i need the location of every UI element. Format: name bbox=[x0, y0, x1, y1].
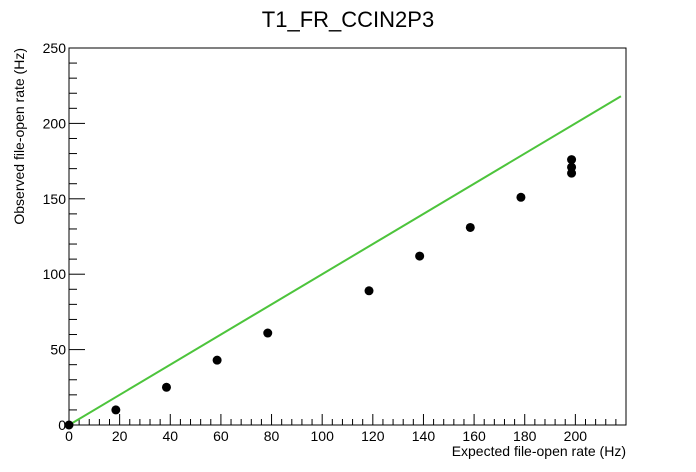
x-tick-label: 40 bbox=[162, 428, 178, 444]
data-point bbox=[415, 251, 425, 261]
data-point bbox=[212, 355, 222, 365]
data-point bbox=[64, 420, 74, 430]
x-tick-label: 100 bbox=[311, 428, 335, 444]
y-tick-label: 0 bbox=[58, 417, 66, 433]
y-tick-label: 200 bbox=[43, 115, 67, 131]
data-point bbox=[111, 405, 121, 415]
y-tick-label: 250 bbox=[43, 40, 67, 56]
y-tick-label: 150 bbox=[43, 191, 67, 207]
data-point bbox=[161, 382, 171, 392]
data-point bbox=[567, 162, 577, 172]
x-tick-label: 160 bbox=[462, 428, 486, 444]
data-point bbox=[263, 328, 273, 338]
series-layer bbox=[64, 95, 622, 430]
data-point bbox=[364, 286, 374, 296]
plot-frame bbox=[68, 47, 627, 426]
data-point bbox=[516, 192, 526, 202]
x-axis: 0 20 40 60 80 100 120 140 160 180 200 bbox=[65, 414, 627, 444]
x-tick-label: 180 bbox=[513, 428, 537, 444]
x-tick-label: 0 bbox=[65, 428, 73, 444]
y-axis: 0 50 100 150 200 250 bbox=[43, 40, 85, 433]
chart-title: T1_FR_CCIN2P3 bbox=[262, 7, 434, 32]
reference-line bbox=[68, 95, 622, 426]
x-tick-label: 20 bbox=[112, 428, 128, 444]
x-tick-label: 120 bbox=[361, 428, 385, 444]
y-tick-label: 100 bbox=[43, 266, 67, 282]
data-point bbox=[567, 155, 577, 165]
x-tick-label: 60 bbox=[213, 428, 229, 444]
x-tick-label: 140 bbox=[412, 428, 436, 444]
y-tick-label: 50 bbox=[50, 342, 66, 358]
y-axis-label: Observed file-open rate (Hz) bbox=[11, 48, 27, 225]
x-tick-label: 80 bbox=[264, 428, 280, 444]
x-axis-label: Expected file-open rate (Hz) bbox=[452, 443, 626, 459]
data-point bbox=[465, 222, 475, 232]
x-tick-label: 200 bbox=[564, 428, 588, 444]
